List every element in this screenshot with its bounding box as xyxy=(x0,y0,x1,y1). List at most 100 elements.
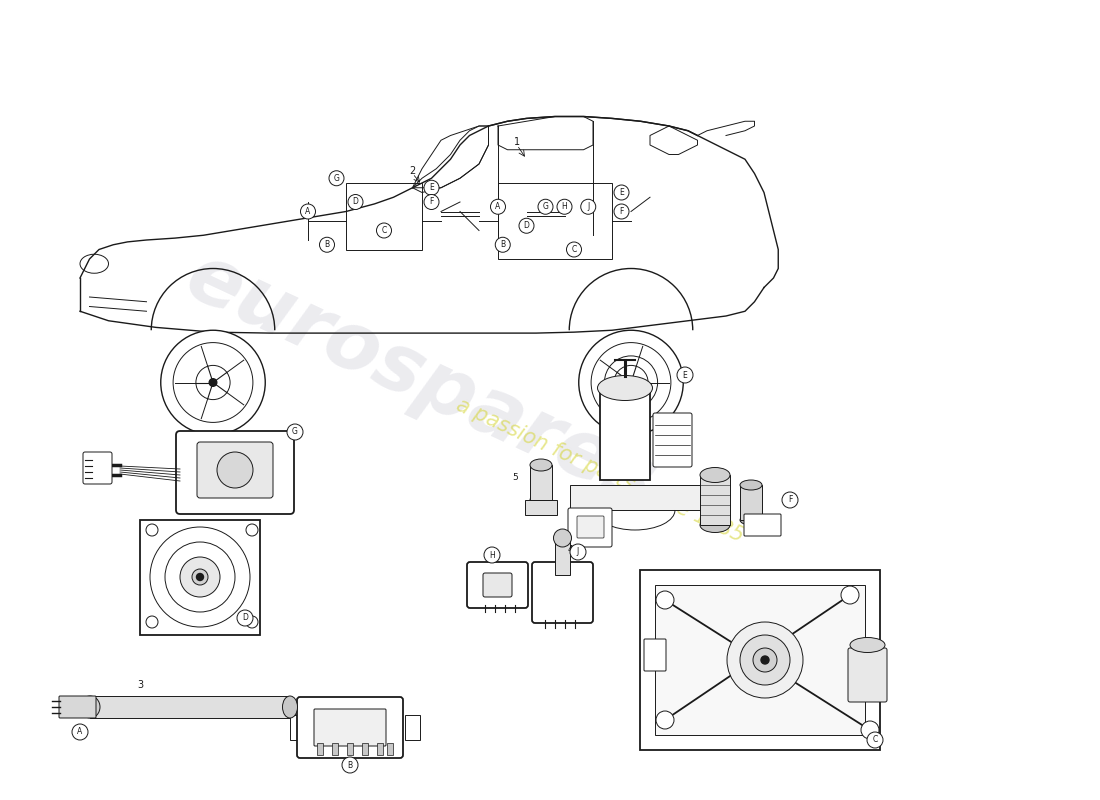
Text: H: H xyxy=(562,202,568,211)
Text: G: G xyxy=(542,202,549,211)
Text: eurospares: eurospares xyxy=(173,237,667,523)
Circle shape xyxy=(72,724,88,740)
Circle shape xyxy=(209,378,217,386)
Bar xyxy=(346,743,353,755)
Circle shape xyxy=(557,199,572,214)
FancyBboxPatch shape xyxy=(82,452,112,484)
FancyBboxPatch shape xyxy=(644,639,666,671)
Circle shape xyxy=(538,199,553,214)
Circle shape xyxy=(614,185,629,200)
Circle shape xyxy=(614,204,629,219)
Circle shape xyxy=(246,616,258,628)
Text: F: F xyxy=(788,495,792,505)
Circle shape xyxy=(754,648,777,672)
FancyBboxPatch shape xyxy=(468,562,528,608)
Bar xyxy=(362,743,369,755)
Circle shape xyxy=(348,194,363,210)
Ellipse shape xyxy=(283,696,297,718)
Text: B: B xyxy=(324,240,330,250)
Circle shape xyxy=(150,527,250,627)
Text: A: A xyxy=(306,207,310,216)
Circle shape xyxy=(424,194,439,210)
Circle shape xyxy=(782,492,797,508)
FancyBboxPatch shape xyxy=(653,413,692,467)
Circle shape xyxy=(570,544,586,560)
Circle shape xyxy=(484,547,500,563)
FancyBboxPatch shape xyxy=(568,508,612,547)
Bar xyxy=(654,585,865,735)
Bar xyxy=(700,475,730,525)
Bar xyxy=(600,390,650,480)
Text: E: E xyxy=(619,188,624,197)
Circle shape xyxy=(197,574,204,581)
Text: 5: 5 xyxy=(513,473,518,482)
Text: G: G xyxy=(333,174,340,182)
Circle shape xyxy=(180,557,220,597)
Bar xyxy=(740,485,762,520)
Bar xyxy=(290,715,305,740)
Text: 1: 1 xyxy=(514,137,520,147)
Text: F: F xyxy=(619,207,624,216)
Circle shape xyxy=(161,330,265,434)
Circle shape xyxy=(319,238,334,252)
Circle shape xyxy=(867,732,883,748)
Bar xyxy=(530,465,552,500)
Circle shape xyxy=(676,367,693,383)
Text: B: B xyxy=(500,240,505,250)
Text: 4: 4 xyxy=(568,545,573,554)
Text: D: D xyxy=(242,614,248,622)
Ellipse shape xyxy=(700,518,730,533)
Circle shape xyxy=(342,757,358,773)
FancyBboxPatch shape xyxy=(744,514,781,536)
Text: E: E xyxy=(683,370,688,379)
Circle shape xyxy=(165,542,235,612)
Circle shape xyxy=(146,616,158,628)
Bar xyxy=(332,743,338,755)
Text: A: A xyxy=(77,727,82,737)
Bar xyxy=(317,743,323,755)
FancyBboxPatch shape xyxy=(176,431,294,514)
Text: F: F xyxy=(429,198,433,206)
Circle shape xyxy=(495,238,510,252)
Ellipse shape xyxy=(597,375,652,401)
Circle shape xyxy=(740,635,790,685)
Ellipse shape xyxy=(740,480,762,490)
Bar xyxy=(556,540,570,575)
FancyBboxPatch shape xyxy=(483,573,512,597)
Text: E: E xyxy=(429,183,433,192)
Bar xyxy=(498,183,612,259)
Bar xyxy=(346,183,422,250)
Bar xyxy=(405,715,420,740)
Text: C: C xyxy=(571,245,576,254)
Circle shape xyxy=(376,223,392,238)
Text: J: J xyxy=(587,202,590,211)
Text: 3: 3 xyxy=(136,680,143,690)
Bar xyxy=(387,743,393,755)
Text: H: H xyxy=(490,550,495,559)
Bar xyxy=(140,520,260,635)
Bar xyxy=(377,743,383,755)
Bar xyxy=(90,696,290,718)
Circle shape xyxy=(329,170,344,186)
Circle shape xyxy=(566,242,582,257)
Polygon shape xyxy=(570,485,700,510)
Text: A: A xyxy=(495,202,500,211)
Circle shape xyxy=(579,330,683,434)
Circle shape xyxy=(861,721,879,739)
Circle shape xyxy=(246,524,258,536)
Text: D: D xyxy=(353,198,359,206)
FancyBboxPatch shape xyxy=(297,697,403,758)
Circle shape xyxy=(727,622,803,698)
FancyBboxPatch shape xyxy=(532,562,593,623)
Circle shape xyxy=(424,180,439,195)
Text: D: D xyxy=(524,222,529,230)
Bar xyxy=(640,570,880,750)
Circle shape xyxy=(627,378,635,386)
FancyBboxPatch shape xyxy=(197,442,273,498)
Bar xyxy=(525,500,557,515)
Circle shape xyxy=(192,569,208,585)
Circle shape xyxy=(842,586,859,604)
Circle shape xyxy=(519,218,534,234)
Circle shape xyxy=(656,591,674,609)
Text: 2: 2 xyxy=(409,166,416,175)
